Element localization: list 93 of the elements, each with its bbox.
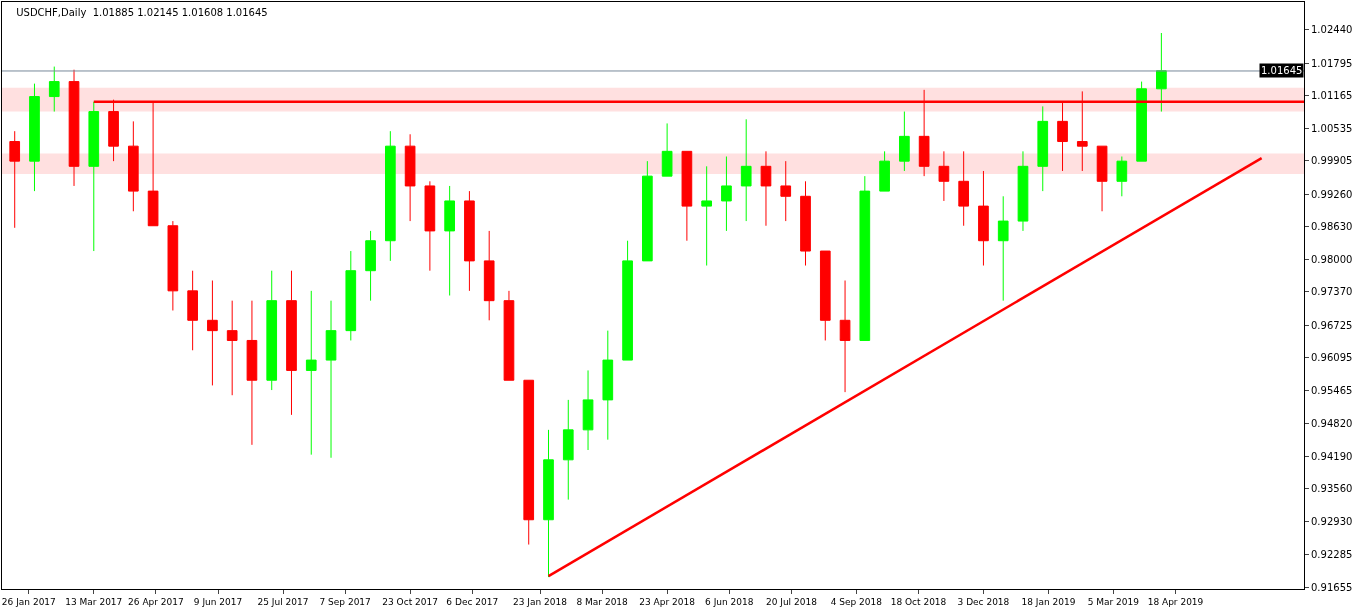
candlestick (266, 270, 278, 391)
candlestick (661, 122, 673, 177)
candlestick (207, 280, 218, 386)
candlestick (740, 118, 752, 222)
y-tick-label: 1.00535 (1311, 122, 1353, 134)
candlestick (404, 133, 416, 222)
candlestick (1017, 150, 1029, 232)
y-tick-label: 0.94820 (1311, 418, 1353, 430)
x-tick-label: 18 Jan 2019 (1021, 596, 1076, 607)
x-tick-label: 6 Dec 2017 (446, 596, 499, 607)
x-tick-label: 23 Apr 2018 (639, 596, 696, 607)
candlestick (938, 150, 950, 202)
candlestick (701, 165, 713, 267)
candlestick (721, 156, 732, 232)
text: USDCHF,Daily 1.01885 1.02145 1.01608 1.01645 (16, 7, 268, 19)
x-tick-label: 20 Jul 2018 (765, 596, 818, 607)
candlestick (464, 190, 475, 292)
candlestick (68, 69, 80, 187)
candlestick (286, 270, 297, 416)
candlestick (760, 150, 772, 227)
y-tick-label: 0.96095 (1311, 352, 1353, 364)
candlestick (187, 270, 198, 351)
candlestick (819, 250, 831, 341)
y-tick-label: 0.94190 (1311, 450, 1353, 462)
y-tick-label: 1.01795 (1311, 57, 1353, 69)
candlestick (483, 230, 495, 321)
candlestick (859, 175, 871, 341)
candlestick (642, 160, 653, 262)
candlestick (800, 180, 811, 267)
candlestick (879, 150, 890, 192)
candlestick (444, 185, 455, 296)
x-tick-label: 25 Jul 2017 (257, 596, 309, 607)
y-tick-label: 0.96725 (1311, 319, 1353, 331)
x-tick-label: 18 Oct 2018 (890, 596, 947, 607)
candlestick (246, 300, 258, 446)
x-tick-label: 26 Apr 2017 (128, 596, 184, 607)
candlestick (127, 120, 139, 212)
x-tick-label: 5 Mar 2019 (1087, 596, 1140, 607)
x-tick-label: 23 Oct 2017 (382, 596, 438, 607)
candlestick (1136, 81, 1147, 162)
x-tick-label: 18 Apr 2019 (1147, 596, 1204, 607)
candlestick (839, 280, 851, 393)
candlestick (681, 150, 693, 242)
candlestick (167, 220, 179, 311)
y-tick-label: 0.95465 (1311, 384, 1353, 396)
x-tick-label: 9 Jun 2017 (193, 596, 243, 607)
candlestick (325, 300, 337, 459)
candlestick (602, 330, 614, 441)
candlestick (780, 160, 792, 222)
candlestick (622, 240, 633, 361)
x-tick-label: 3 Dec 2018 (957, 596, 1010, 607)
candlestick (543, 429, 554, 578)
candlestick (9, 130, 21, 229)
candlestick (1037, 105, 1049, 192)
candlestick (305, 290, 317, 456)
candlestick (345, 250, 357, 341)
y-tick-label: 0.99260 (1311, 188, 1353, 200)
candlestick (1096, 145, 1108, 212)
x-tick-label: 8 Mar 2018 (576, 596, 629, 607)
candlestick (88, 101, 100, 252)
candlestick (899, 111, 910, 172)
x-tick-label: 23 Jan 2018 (513, 596, 568, 607)
y-tick-label: 0.99905 (1311, 155, 1353, 167)
x-tick-label: 7 Sep 2017 (319, 596, 371, 607)
y-tick-label: 0.98000 (1311, 253, 1353, 265)
x-tick-label: 13 Mar 2017 (65, 596, 123, 607)
x-tick-label: 6 Jun 2018 (705, 596, 754, 607)
y-tick-label: 1.02440 (1311, 24, 1353, 36)
candlestick (997, 195, 1009, 302)
candlestick (1156, 32, 1167, 113)
y-tick-label: 0.97370 (1311, 286, 1353, 298)
x-tick-label: 4 Sep 2018 (830, 596, 883, 607)
candlestick (48, 66, 60, 113)
y-tick-label: 0.98630 (1311, 221, 1353, 233)
y-tick-label: 0.91655 (1311, 581, 1353, 593)
x-tick-label: 26 Jan 2017 (1, 596, 56, 607)
ref-line-label: 1.01645 (1261, 65, 1303, 76)
candlestick (1116, 156, 1128, 197)
candlestick (365, 230, 376, 302)
candlestick (226, 300, 238, 396)
y-tick-label: 1.01165 (1311, 90, 1353, 102)
candlestick (582, 369, 594, 451)
candlestick (424, 180, 436, 272)
candlestick (503, 290, 515, 381)
candlestick (385, 130, 396, 262)
y-tick-label: 0.93560 (1311, 483, 1353, 495)
candlestick (978, 170, 989, 267)
candlestick (29, 83, 40, 192)
candlestick (523, 379, 535, 546)
y-tick-label: 0.92930 (1311, 515, 1353, 527)
y-tick-label: 0.92285 (1311, 549, 1353, 561)
candlestick (562, 399, 574, 501)
candlestick (958, 150, 970, 227)
